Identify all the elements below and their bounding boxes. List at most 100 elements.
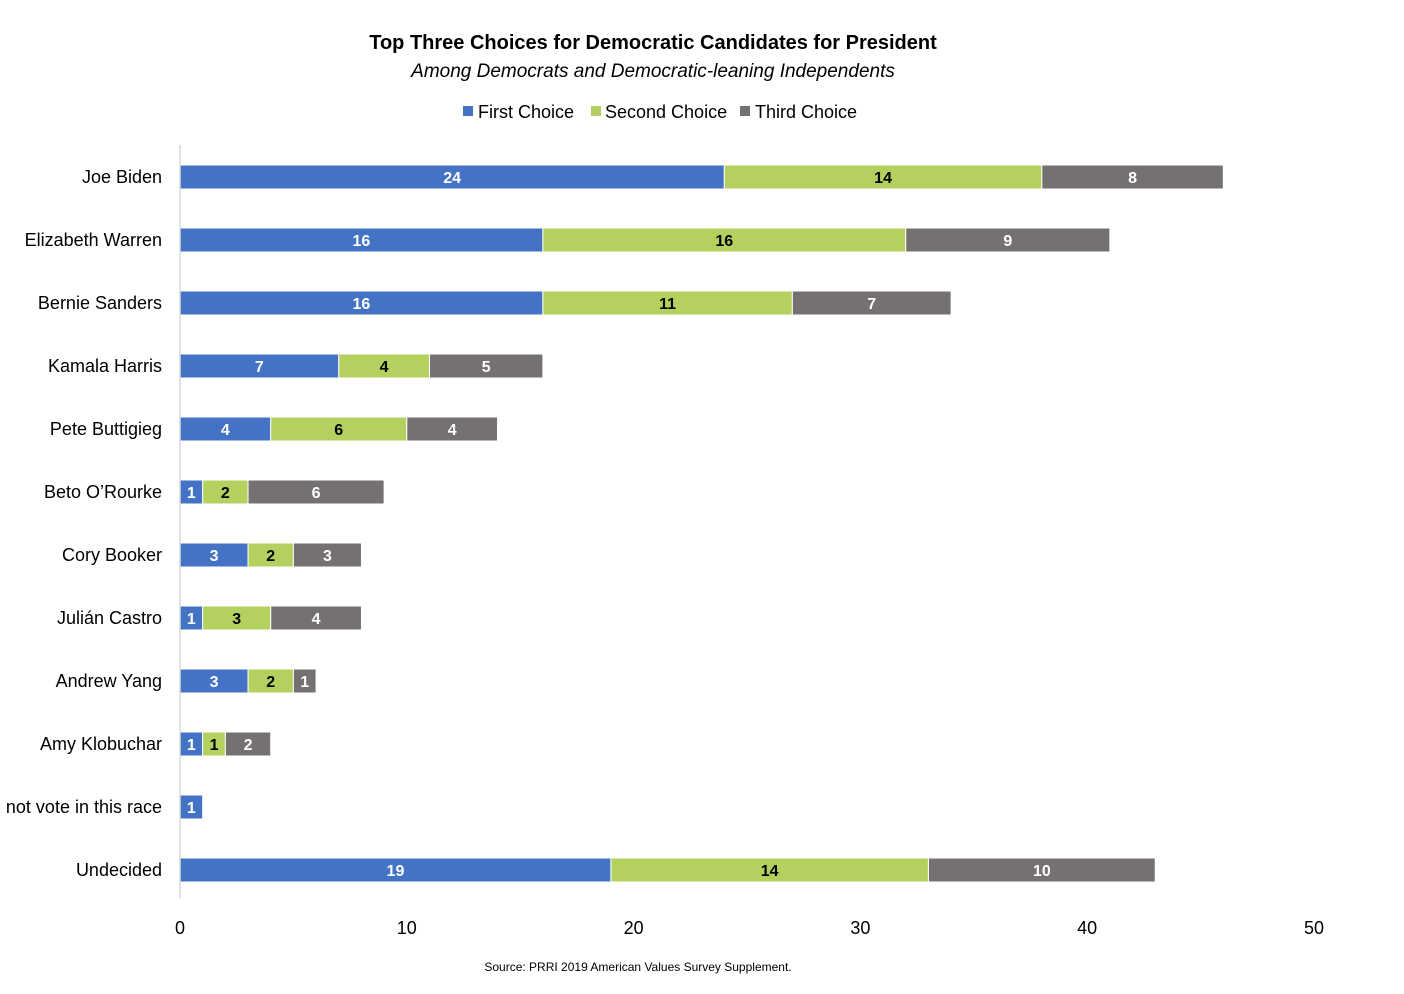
x-axis-tick-labels: 0 10 20 30 40 50 [175, 918, 1324, 938]
bar-beto-o-rourke-third-choice [247, 479, 385, 505]
bar-segment-beto-o-rourke-third-choice: 6 [247, 479, 385, 505]
bar-segment-elizabeth-warren-second-choice: 16 [542, 227, 907, 253]
data-label-andrew-yang-second-choice: 2 [266, 674, 275, 691]
data-label-cory-booker-first-choice: 3 [210, 548, 219, 565]
bar-segment-cory-booker-second-choice: 2 [247, 542, 294, 568]
category-label-cory-booker: Cory Booker [62, 545, 162, 565]
data-label-pete-buttigieg-second-choice: 6 [334, 422, 343, 439]
x-tick-label-50: 50 [1304, 918, 1324, 938]
bar-segment-kamala-harris-second-choice: 4 [338, 353, 430, 379]
data-label-amy-klobuchar-second-choice: 1 [210, 737, 219, 754]
data-label-elizabeth-warren-second-choice: 16 [715, 233, 733, 250]
data-label-joe-biden-third-choice: 8 [1128, 170, 1137, 187]
data-label-julian-castro-second-choice: 3 [232, 611, 241, 628]
category-label-pete-buttigieg: Pete Buttigieg [50, 419, 162, 439]
bar-segment-kamala-harris-third-choice: 5 [428, 353, 544, 379]
category-label-kamala-harris: Kamala Harris [48, 356, 162, 376]
bar-segment-cory-booker-third-choice: 3 [292, 542, 362, 568]
bar-julian-castro-third-choice [270, 605, 362, 631]
bar-segment-joe-biden-third-choice: 8 [1041, 164, 1224, 190]
source-note: Source: PRRI 2019 American Values Survey… [484, 960, 791, 974]
bar-bernie-sanders-second-choice [542, 290, 793, 316]
data-label-amy-klobuchar-third-choice: 2 [244, 737, 253, 754]
bar-segment-amy-klobuchar-first-choice: 1 [179, 731, 204, 757]
legend-swatch-third-choice [740, 106, 750, 116]
bar-segment-will-not-vote-in-this-race-first-choice: 1 [179, 794, 204, 820]
bar-segment-julian-castro-first-choice: 1 [179, 605, 204, 631]
data-label-undecided-second-choice: 14 [761, 863, 779, 880]
bar-elizabeth-warren-third-choice [905, 227, 1111, 253]
data-label-bernie-sanders-first-choice: 16 [353, 296, 371, 313]
data-label-bernie-sanders-second-choice: 11 [659, 296, 676, 313]
bar-segment-amy-klobuchar-third-choice: 2 [224, 731, 272, 757]
category-label-julian-castro: Julián Castro [57, 608, 162, 628]
bar-segment-andrew-yang-first-choice: 3 [179, 668, 249, 694]
bar-joe-biden-first-choice [179, 164, 725, 190]
bar-beto-o-rourke-second-choice [202, 479, 249, 505]
bar-segment-beto-o-rourke-first-choice: 1 [179, 479, 204, 505]
bar-segment-andrew-yang-third-choice: 1 [292, 668, 317, 694]
bar-segment-pete-buttigieg-third-choice: 4 [406, 416, 499, 442]
x-tick-label-0: 0 [175, 918, 185, 938]
legend-label-third-choice: Third Choice [755, 102, 857, 122]
bar-kamala-harris-first-choice [179, 353, 340, 379]
category-label-joe-biden: Joe Biden [82, 167, 162, 187]
bar-segment-kamala-harris-first-choice: 7 [179, 353, 340, 379]
bar-joe-biden-second-choice [723, 164, 1043, 190]
bar-pete-buttigieg-third-choice [406, 416, 499, 442]
data-label-beto-o-rourke-second-choice: 2 [221, 485, 230, 502]
data-label-andrew-yang-first-choice: 3 [210, 674, 219, 691]
data-label-elizabeth-warren-first-choice: 16 [353, 233, 371, 250]
data-label-pete-buttigieg-third-choice: 4 [448, 422, 457, 439]
x-tick-label-10: 10 [397, 918, 417, 938]
data-label-beto-o-rourke-third-choice: 6 [312, 485, 321, 502]
bar-segment-pete-buttigieg-first-choice: 4 [179, 416, 272, 442]
category-label-beto-o-rourke: Beto O’Rourke [44, 482, 162, 502]
bar-undecided-second-choice [610, 857, 929, 883]
bar-segment-bernie-sanders-second-choice: 11 [542, 290, 793, 316]
data-label-bernie-sanders-third-choice: 7 [867, 296, 876, 313]
data-label-joe-biden-first-choice: 24 [443, 170, 461, 187]
bar-segment-joe-biden-first-choice: 24 [179, 164, 725, 190]
category-label-amy-klobuchar: Amy Klobuchar [40, 734, 162, 754]
bar-segment-elizabeth-warren-third-choice: 9 [905, 227, 1111, 253]
data-label-kamala-harris-first-choice: 7 [255, 359, 264, 376]
data-label-julian-castro-first-choice: 1 [187, 611, 196, 628]
bar-segment-bernie-sanders-first-choice: 16 [179, 290, 544, 316]
legend-swatch-first-choice [463, 106, 473, 116]
x-tick-label-40: 40 [1077, 918, 1097, 938]
category-label-bernie-sanders: Bernie Sanders [38, 293, 162, 313]
bar-pete-buttigieg-second-choice [270, 416, 408, 442]
bar-segment-bernie-sanders-third-choice: 7 [791, 290, 952, 316]
data-label-undecided-third-choice: 10 [1033, 863, 1051, 880]
category-label-undecided: Undecided [76, 860, 162, 880]
data-label-kamala-harris-second-choice: 4 [380, 359, 389, 376]
bar-joe-biden-third-choice [1041, 164, 1224, 190]
x-tick-label-20: 20 [624, 918, 644, 938]
data-label-undecided-first-choice: 19 [387, 863, 405, 880]
bar-segment-undecided-second-choice: 14 [610, 857, 929, 883]
data-label-will-not-vote-in-this-race-first-choice: 1 [187, 800, 196, 817]
legend-label-first-choice: First Choice [478, 102, 574, 122]
bar-segment-beto-o-rourke-second-choice: 2 [202, 479, 249, 505]
legend-label-second-choice: Second Choice [605, 102, 727, 122]
data-label-amy-klobuchar-first-choice: 1 [187, 737, 196, 754]
chart-subtitle: Among Democrats and Democratic-leaning I… [410, 61, 895, 82]
bar-segment-pete-buttigieg-second-choice: 6 [270, 416, 408, 442]
data-label-julian-castro-third-choice: 4 [312, 611, 321, 628]
data-label-cory-booker-second-choice: 2 [266, 548, 275, 565]
legend-swatch-second-choice [591, 106, 601, 116]
bar-cory-booker-first-choice [179, 542, 249, 568]
data-label-cory-booker-third-choice: 3 [323, 548, 332, 565]
bar-segment-julian-castro-second-choice: 3 [202, 605, 272, 631]
data-label-elizabeth-warren-third-choice: 9 [1003, 233, 1012, 250]
bar-segment-cory-booker-first-choice: 3 [179, 542, 249, 568]
bar-bernie-sanders-first-choice [179, 290, 544, 316]
bar-segment-amy-klobuchar-second-choice: 1 [202, 731, 226, 757]
data-label-andrew-yang-third-choice: 1 [300, 674, 309, 691]
bar-segment-julian-castro-third-choice: 4 [270, 605, 362, 631]
category-label-elizabeth-warren: Elizabeth Warren [25, 230, 162, 250]
legend: First Choice Second Choice Third Choice [463, 102, 857, 122]
bar-segment-elizabeth-warren-first-choice: 16 [179, 227, 544, 253]
